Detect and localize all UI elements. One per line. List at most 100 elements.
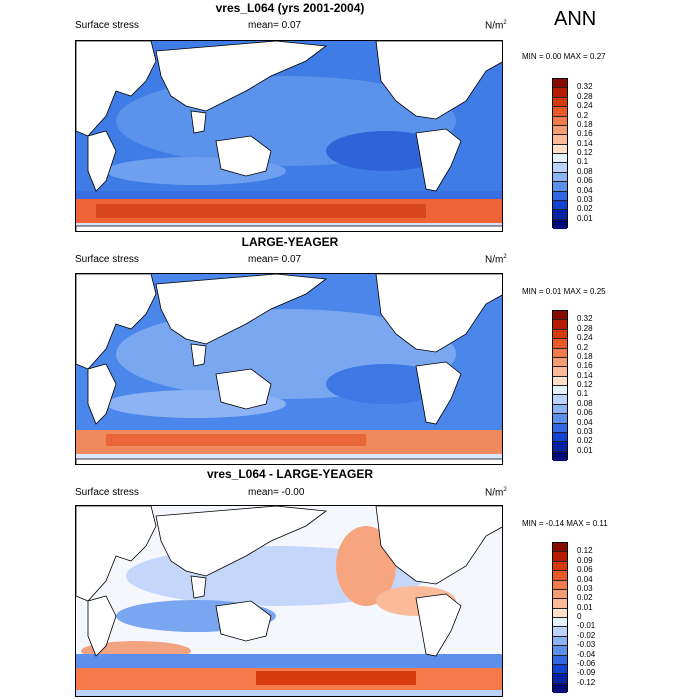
colorbar-tick-label: 0.14 bbox=[577, 370, 593, 380]
colorbar-tick-label: -0.09 bbox=[577, 668, 596, 678]
colorbar-segment bbox=[553, 674, 567, 684]
colorbar-tick-label: -0.01 bbox=[577, 621, 596, 631]
colorbar-tick-label: 0.16 bbox=[577, 361, 593, 371]
panel-3-map bbox=[75, 505, 503, 697]
colorbar-tick-label: 0.09 bbox=[577, 555, 593, 565]
colorbar-segment bbox=[553, 627, 567, 637]
colorbar-segment bbox=[553, 88, 567, 98]
colorbar-segment bbox=[553, 608, 567, 618]
panel-2-minmax: MIN = 0.01 MAX = 0.25 bbox=[522, 287, 606, 296]
colorbar-segment bbox=[553, 144, 567, 154]
colorbar-tick-label: 0.24 bbox=[577, 333, 593, 343]
colorbar-tick-label: 0.2 bbox=[577, 110, 589, 120]
colorbar-tick-label: -0.06 bbox=[577, 658, 596, 668]
colorbar-tick-label: 0.08 bbox=[577, 166, 593, 176]
panel-1-minmax: MIN = 0.00 MAX = 0.27 bbox=[522, 52, 606, 61]
panel-2-colorbar bbox=[552, 310, 568, 461]
panel-1-left-label: Surface stress bbox=[75, 20, 139, 31]
colorbar-tick-label: 0.14 bbox=[577, 138, 593, 148]
colorbar-segment bbox=[553, 191, 567, 201]
colorbar-segment bbox=[553, 571, 567, 581]
colorbar-tick-label: 0.06 bbox=[577, 565, 593, 575]
colorbar-tick-label: 0.24 bbox=[577, 101, 593, 111]
colorbar-tick-label: 0.32 bbox=[577, 314, 593, 324]
colorbar-tick-label: 0.06 bbox=[577, 408, 593, 418]
colorbar-segment bbox=[553, 561, 567, 572]
colorbar-segment bbox=[553, 367, 567, 377]
colorbar-segment bbox=[553, 664, 567, 675]
colorbar-tick-label: -0.04 bbox=[577, 649, 596, 659]
colorbar-segment bbox=[553, 442, 567, 452]
colorbar-segment bbox=[553, 618, 567, 628]
colorbar-segment bbox=[553, 163, 567, 173]
colorbar-segment bbox=[553, 210, 567, 220]
colorbar-segment bbox=[553, 376, 567, 386]
colorbar-tick-label: 0.01 bbox=[577, 213, 593, 223]
colorbar-tick-label: 0.1 bbox=[577, 389, 589, 399]
panel-3-map-svg bbox=[76, 506, 502, 696]
colorbar-tick-label: 0 bbox=[577, 612, 582, 621]
colorbar-segment bbox=[553, 107, 567, 117]
season-annotation: ANN bbox=[554, 8, 597, 30]
colorbar-segment bbox=[553, 423, 567, 433]
colorbar-tick-label: -0.02 bbox=[577, 630, 596, 640]
colorbar-segment bbox=[553, 589, 567, 600]
colorbar-tick-label: 0.18 bbox=[577, 119, 593, 129]
panel-2-units: N/m2 bbox=[485, 254, 507, 266]
colorbar-tick-label: 0.12 bbox=[577, 380, 593, 389]
colorbar-tick-label: 0.12 bbox=[577, 546, 593, 556]
colorbar-tick-label: 0.02 bbox=[577, 436, 593, 446]
panel-3-title: vres_L064 - LARGE-YEAGER bbox=[206, 467, 374, 481]
colorbar-tick-label: 0.2 bbox=[577, 342, 589, 352]
colorbar-segment bbox=[553, 414, 567, 424]
colorbar-tick-label: 0.04 bbox=[577, 417, 593, 427]
colorbar-segment bbox=[553, 200, 567, 211]
colorbar-tick-label: -0.03 bbox=[577, 640, 596, 650]
colorbar-tick-label: 0.28 bbox=[577, 323, 593, 333]
panel-2-mean-label: mean= 0.07 bbox=[248, 254, 302, 265]
colorbar-tick-label: 0.04 bbox=[577, 574, 593, 584]
panel-2-map bbox=[75, 273, 503, 465]
colorbar-segment bbox=[553, 339, 567, 349]
panel-3-minmax: MIN = -0.14 MAX = 0.11 bbox=[522, 519, 608, 528]
panel-2-title: LARGE-YEAGER bbox=[241, 235, 339, 249]
colorbar-segment bbox=[553, 404, 567, 415]
colorbar-segment bbox=[553, 182, 567, 192]
colorbar-segment bbox=[553, 329, 567, 340]
panel-1-units: N/m2 bbox=[485, 20, 507, 32]
colorbar-tick-label: 0.08 bbox=[577, 398, 593, 408]
colorbar-segment bbox=[553, 219, 567, 229]
colorbar-tick-label: 0.16 bbox=[577, 129, 593, 139]
colorbar-tick-label: 0.32 bbox=[577, 82, 593, 92]
panel-2-left-label: Surface stress bbox=[75, 254, 139, 265]
panel-3-units: N/m2 bbox=[485, 487, 507, 499]
colorbar-segment bbox=[553, 683, 567, 693]
colorbar-tick-label: 0.03 bbox=[577, 194, 593, 204]
colorbar-segment bbox=[553, 646, 567, 656]
colorbar-segment bbox=[553, 79, 567, 89]
colorbar-segment bbox=[553, 357, 567, 368]
colorbar-tick-label: 0.04 bbox=[577, 185, 593, 195]
colorbar-tick-label: 0.18 bbox=[577, 351, 593, 361]
colorbar-segment bbox=[553, 432, 567, 443]
colorbar-segment bbox=[553, 348, 567, 358]
colorbar-tick-label: 0.03 bbox=[577, 426, 593, 436]
colorbar-segment bbox=[553, 125, 567, 136]
colorbar-tick-label: 0.12 bbox=[577, 148, 593, 157]
colorbar-segment bbox=[553, 451, 567, 461]
colorbar-segment bbox=[553, 154, 567, 164]
colorbar-segment bbox=[553, 386, 567, 396]
colorbar-tick-label: 0.01 bbox=[577, 602, 593, 612]
colorbar-segment bbox=[553, 395, 567, 405]
colorbar-tick-label: 0.03 bbox=[577, 583, 593, 593]
colorbar-segment bbox=[553, 655, 567, 665]
panel-3-mean-label: mean= -0.00 bbox=[248, 487, 305, 498]
colorbar-segment bbox=[553, 580, 567, 590]
colorbar-segment bbox=[553, 636, 567, 647]
panel-2-map-svg bbox=[76, 274, 502, 464]
colorbar-tick-label: 0.02 bbox=[577, 593, 593, 603]
colorbar-tick-label: 0.1 bbox=[577, 157, 589, 167]
panel-1-colorbar bbox=[552, 78, 568, 229]
colorbar-segment bbox=[553, 543, 567, 553]
colorbar-segment bbox=[553, 320, 567, 330]
